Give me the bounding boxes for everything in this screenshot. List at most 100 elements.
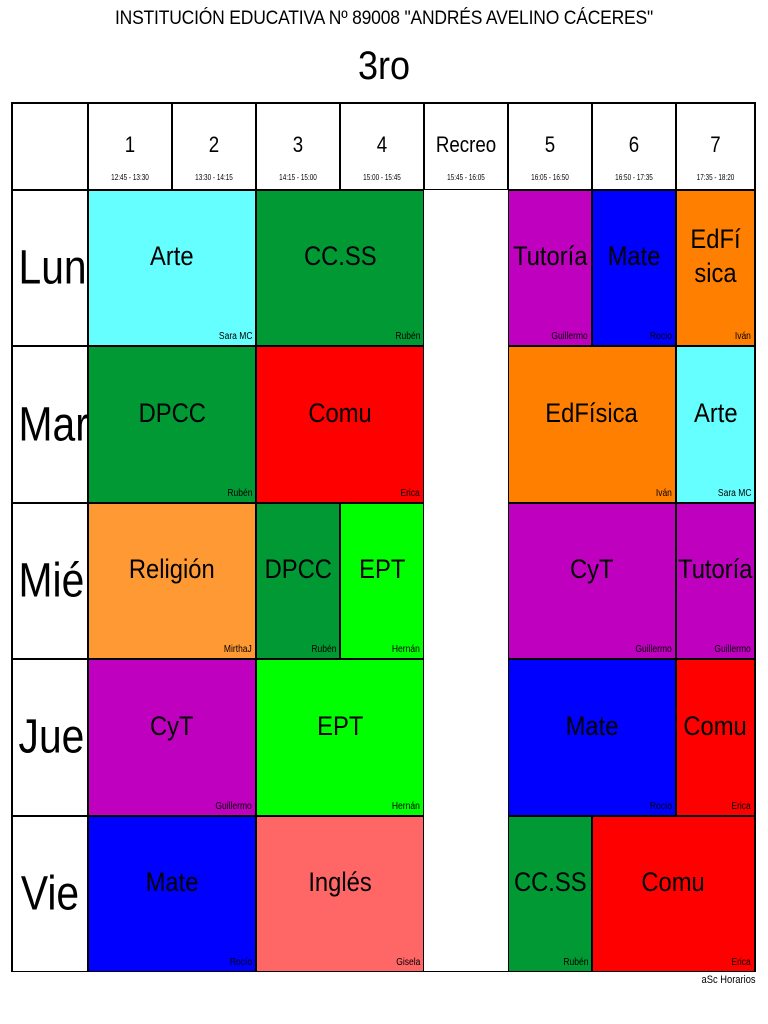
lesson-teacher: Rubén xyxy=(562,956,588,968)
period-header-1: 1 12:45 - 13:30 xyxy=(88,103,172,190)
lesson-teacher: MirthaJ xyxy=(224,644,252,656)
lesson-teacher: Rocío xyxy=(649,800,672,812)
lesson-card[interactable]: Inglés Gisela xyxy=(256,815,424,972)
day-cell: Mar xyxy=(12,346,88,503)
lesson-teacher: Rubén xyxy=(310,644,336,656)
period-label: Recreo xyxy=(435,132,497,157)
lesson-subject: DPCC xyxy=(264,554,332,585)
lesson-card[interactable]: CC.SS Rubén xyxy=(256,190,424,347)
period-time: 15:45 - 16:05 xyxy=(447,173,485,182)
period-time: 12:45 - 13:30 xyxy=(111,173,149,182)
lesson-teacher: Gisela xyxy=(395,956,420,968)
lesson-teacher: Hernán xyxy=(392,800,420,812)
lesson-card[interactable]: Tutoría Guillermo xyxy=(508,190,592,347)
lesson-subject: Comu xyxy=(641,866,706,897)
lesson-teacher: Sara MC xyxy=(717,487,751,499)
lesson-teacher: Iván xyxy=(734,331,751,343)
lesson-subject: Mate xyxy=(145,866,199,897)
period-time: 15:00 - 15:45 xyxy=(363,173,401,182)
lesson-subject: Religión xyxy=(129,554,215,585)
lesson-subject: Arte xyxy=(693,397,738,428)
period-label: 4 xyxy=(376,132,388,157)
lesson-subject: CC.SS xyxy=(513,866,587,897)
lesson-card[interactable]: EPT Hernán xyxy=(340,502,424,660)
period-header-5: Recreo 15:45 - 16:05 xyxy=(424,103,508,190)
lesson-card[interactable]: EdFísica Iván xyxy=(676,190,755,347)
period-header-2: 2 13:30 - 14:15 xyxy=(172,103,256,190)
lesson-teacher: Rocío xyxy=(229,956,252,968)
lesson-subject: Tutoría xyxy=(512,241,588,272)
lesson-card[interactable]: CyT Guillermo xyxy=(88,659,256,816)
lesson-subject: Tutoría xyxy=(678,554,753,585)
lesson-subject: Comu xyxy=(308,397,372,428)
lesson-subject: DPCC xyxy=(138,397,206,428)
lesson-teacher: Guillermo xyxy=(714,644,751,656)
lesson-subject: Mate xyxy=(565,710,619,741)
lesson-card[interactable]: CC.SS Rubén xyxy=(508,815,592,972)
day-cell: Vie xyxy=(12,815,88,972)
period-label: 1 xyxy=(124,132,136,157)
lesson-card[interactable]: DPCC Rubén xyxy=(256,502,340,660)
period-header-3: 3 14:15 - 15:00 xyxy=(256,103,340,190)
day-label: Jue xyxy=(18,710,85,764)
lesson-teacher: Erica xyxy=(731,800,751,812)
period-time: 16:05 - 16:50 xyxy=(531,173,569,182)
lesson-subject: Mate xyxy=(607,241,661,272)
lesson-subject: Inglés xyxy=(308,866,372,897)
day-label: Vie xyxy=(20,867,80,921)
lesson-card[interactable]: Mate Rocío xyxy=(508,659,676,816)
lesson-teacher: Hernán xyxy=(392,644,420,656)
lesson-teacher: Erica xyxy=(400,487,420,499)
lesson-card[interactable]: Comu Erica xyxy=(256,346,424,503)
footer-credit: aSc Horarios xyxy=(701,974,756,986)
lesson-subject: CyT xyxy=(150,710,194,741)
lesson-card[interactable]: Mate Rocío xyxy=(592,190,676,347)
period-label: 3 xyxy=(292,132,304,157)
lesson-card[interactable]: Comu Erica xyxy=(592,815,755,972)
lesson-teacher: Rubén xyxy=(226,487,252,499)
lesson-card[interactable]: CyT Guillermo xyxy=(508,502,676,660)
period-time: 13:30 - 14:15 xyxy=(195,173,233,182)
period-label: 6 xyxy=(628,132,640,157)
lesson-subject: Arte xyxy=(150,241,194,272)
period-header-7: 6 16:50 - 17:35 xyxy=(592,103,676,190)
day-label: Mié xyxy=(18,554,85,608)
period-label: 2 xyxy=(208,132,220,157)
period-label: 5 xyxy=(544,132,556,157)
lesson-card[interactable]: EdFísica Iván xyxy=(508,346,676,503)
lesson-subject: CyT xyxy=(570,554,614,585)
lesson-card[interactable]: Arte Sara MC xyxy=(676,346,755,503)
lesson-subject: EPT xyxy=(358,554,406,585)
lesson-subject: EPT xyxy=(316,710,364,741)
period-label: 7 xyxy=(710,132,721,157)
lesson-teacher: Erica xyxy=(731,956,751,968)
lesson-card[interactable]: Tutoría Guillermo xyxy=(676,502,755,660)
day-label: Lun xyxy=(18,241,87,295)
lesson-card[interactable]: Religión MirthaJ xyxy=(88,502,256,660)
lesson-teacher: Rubén xyxy=(394,331,420,343)
day-cell: Mié xyxy=(12,502,88,660)
lesson-teacher: Iván xyxy=(655,487,672,499)
timetable-grid: 1 12:45 - 13:30 2 13:30 - 14:15 3 14:15 - 15:… xyxy=(11,102,756,972)
period-header-6: 5 16:05 - 16:50 xyxy=(508,103,592,190)
period-time: 16:50 - 17:35 xyxy=(615,173,653,182)
day-cell: Jue xyxy=(12,659,88,816)
day-cell: Lun xyxy=(12,190,88,347)
lesson-subject: EdFísica xyxy=(690,224,741,289)
lesson-teacher: Rocío xyxy=(649,331,672,343)
lesson-card[interactable]: Mate Rocío xyxy=(88,815,256,972)
lesson-teacher: Sara MC xyxy=(218,331,252,343)
lesson-teacher: Guillermo xyxy=(635,644,672,656)
lesson-card[interactable]: Arte Sara MC xyxy=(88,190,256,347)
corner-cell xyxy=(12,103,88,190)
lesson-card[interactable]: DPCC Rubén xyxy=(88,346,256,503)
lesson-teacher: Guillermo xyxy=(215,800,252,812)
period-header-4: 4 15:00 - 15:45 xyxy=(340,103,424,190)
lesson-subject: Comu xyxy=(683,710,748,741)
lesson-card[interactable]: EPT Hernán xyxy=(256,659,424,816)
school-name: INSTITUCIÓN EDUCATIVA Nº 89008 "ANDRÉS A… xyxy=(114,8,654,29)
lesson-card[interactable]: Comu Erica xyxy=(676,659,755,816)
period-time: 17:35 - 18:20 xyxy=(696,173,735,182)
lesson-subject: EdFísica xyxy=(545,397,639,428)
class-title: 3ro xyxy=(357,44,411,88)
